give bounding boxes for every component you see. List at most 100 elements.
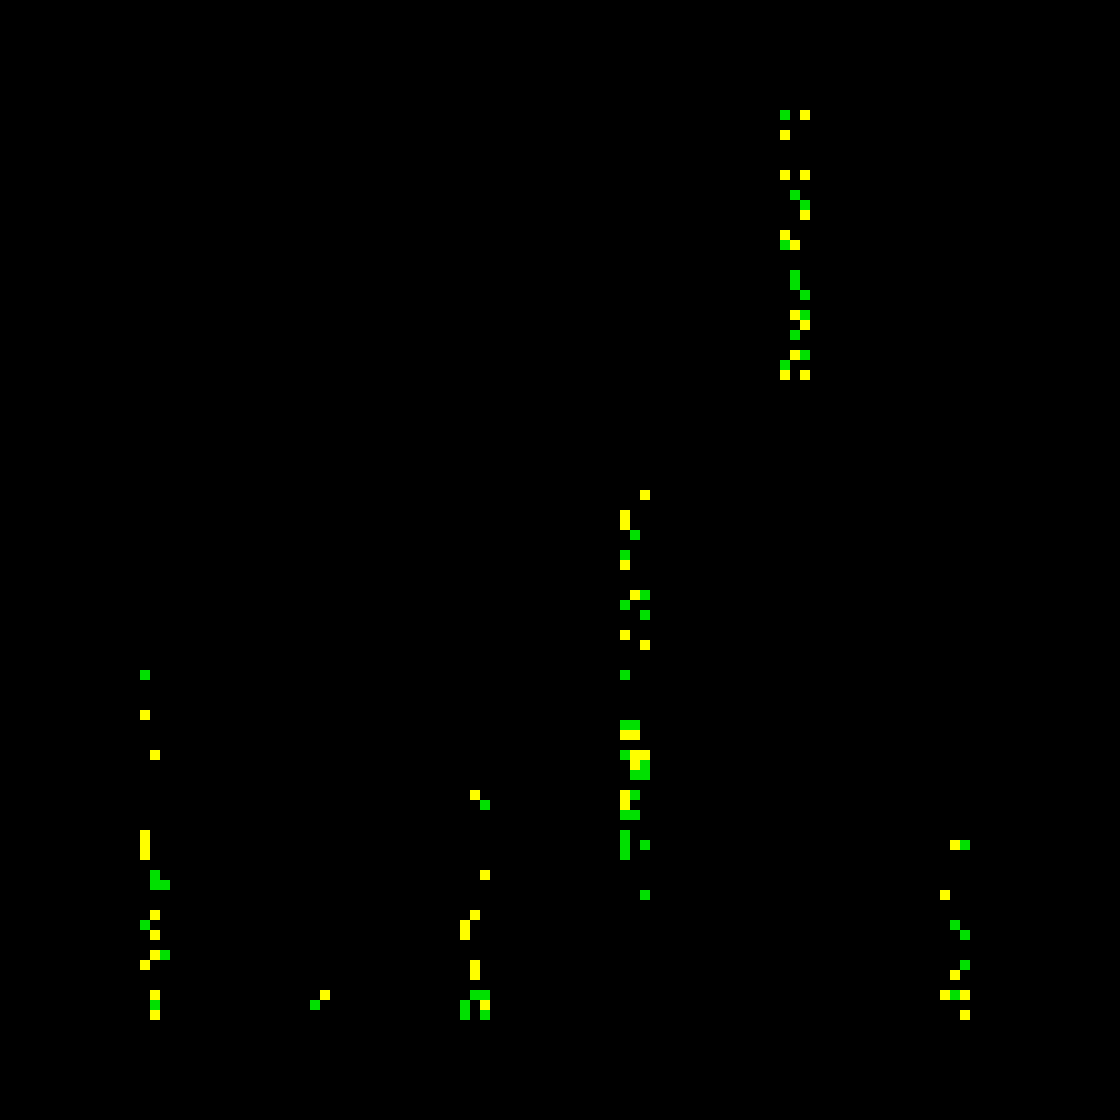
green-cell bbox=[780, 240, 790, 250]
yellow-cell bbox=[480, 1000, 490, 1010]
green-cell bbox=[800, 290, 810, 300]
yellow-cell bbox=[640, 640, 650, 650]
green-cell bbox=[480, 800, 490, 810]
yellow-cell bbox=[480, 870, 490, 880]
yellow-cell bbox=[960, 990, 970, 1000]
green-cell bbox=[640, 840, 650, 850]
yellow-cell bbox=[950, 970, 960, 980]
green-cell bbox=[460, 1010, 470, 1020]
green-cell bbox=[630, 790, 640, 800]
green-cell bbox=[140, 670, 150, 680]
green-cell bbox=[800, 310, 810, 320]
yellow-cell bbox=[620, 520, 630, 530]
green-cell bbox=[640, 760, 650, 770]
green-cell bbox=[790, 330, 800, 340]
green-cell bbox=[620, 720, 630, 730]
yellow-cell bbox=[800, 110, 810, 120]
green-cell bbox=[630, 770, 640, 780]
yellow-cell bbox=[790, 350, 800, 360]
yellow-cell bbox=[800, 170, 810, 180]
yellow-cell bbox=[640, 490, 650, 500]
green-cell bbox=[310, 1000, 320, 1010]
yellow-cell bbox=[140, 960, 150, 970]
green-cell bbox=[630, 530, 640, 540]
yellow-cell bbox=[800, 370, 810, 380]
yellow-cell bbox=[140, 840, 150, 850]
green-cell bbox=[160, 880, 170, 890]
yellow-cell bbox=[780, 370, 790, 380]
yellow-cell bbox=[800, 210, 810, 220]
yellow-cell bbox=[150, 990, 160, 1000]
green-cell bbox=[640, 770, 650, 780]
yellow-cell bbox=[780, 130, 790, 140]
green-cell bbox=[630, 810, 640, 820]
yellow-cell bbox=[460, 930, 470, 940]
yellow-cell bbox=[630, 590, 640, 600]
yellow-cell bbox=[630, 760, 640, 770]
yellow-cell bbox=[780, 230, 790, 240]
yellow-cell bbox=[140, 830, 150, 840]
yellow-cell bbox=[470, 960, 480, 970]
green-cell bbox=[780, 110, 790, 120]
green-cell bbox=[640, 590, 650, 600]
green-cell bbox=[620, 550, 630, 560]
yellow-cell bbox=[630, 730, 640, 740]
green-cell bbox=[960, 840, 970, 850]
yellow-cell bbox=[470, 790, 480, 800]
yellow-cell bbox=[780, 170, 790, 180]
green-cell bbox=[480, 990, 490, 1000]
yellow-cell bbox=[150, 910, 160, 920]
yellow-cell bbox=[320, 990, 330, 1000]
green-cell bbox=[620, 750, 630, 760]
yellow-cell bbox=[470, 970, 480, 980]
green-cell bbox=[620, 830, 630, 840]
yellow-cell bbox=[620, 800, 630, 810]
yellow-cell bbox=[140, 850, 150, 860]
green-cell bbox=[470, 990, 480, 1000]
yellow-cell bbox=[140, 710, 150, 720]
green-cell bbox=[800, 200, 810, 210]
green-cell bbox=[640, 610, 650, 620]
green-cell bbox=[960, 930, 970, 940]
green-cell bbox=[950, 920, 960, 930]
yellow-cell bbox=[630, 750, 640, 760]
green-cell bbox=[460, 1000, 470, 1010]
yellow-cell bbox=[640, 750, 650, 760]
yellow-cell bbox=[150, 930, 160, 940]
green-cell bbox=[620, 670, 630, 680]
yellow-cell bbox=[790, 240, 800, 250]
yellow-cell bbox=[620, 510, 630, 520]
yellow-cell bbox=[150, 1010, 160, 1020]
green-cell bbox=[790, 280, 800, 290]
yellow-cell bbox=[460, 920, 470, 930]
yellow-cell bbox=[940, 990, 950, 1000]
yellow-cell bbox=[940, 890, 950, 900]
green-cell bbox=[790, 270, 800, 280]
green-cell bbox=[150, 880, 160, 890]
yellow-cell bbox=[620, 730, 630, 740]
green-cell bbox=[640, 890, 650, 900]
yellow-cell bbox=[470, 910, 480, 920]
green-cell bbox=[630, 720, 640, 730]
green-cell bbox=[150, 870, 160, 880]
green-cell bbox=[140, 920, 150, 930]
yellow-cell bbox=[620, 560, 630, 570]
green-cell bbox=[150, 1000, 160, 1010]
yellow-cell bbox=[620, 790, 630, 800]
green-cell bbox=[160, 950, 170, 960]
yellow-cell bbox=[960, 1010, 970, 1020]
yellow-cell bbox=[150, 950, 160, 960]
yellow-cell bbox=[620, 630, 630, 640]
yellow-cell bbox=[800, 320, 810, 330]
green-cell bbox=[620, 850, 630, 860]
green-cell bbox=[950, 990, 960, 1000]
green-cell bbox=[620, 600, 630, 610]
green-cell bbox=[620, 840, 630, 850]
yellow-cell bbox=[950, 840, 960, 850]
green-cell bbox=[620, 810, 630, 820]
green-cell bbox=[780, 360, 790, 370]
green-cell bbox=[960, 960, 970, 970]
green-cell bbox=[790, 190, 800, 200]
